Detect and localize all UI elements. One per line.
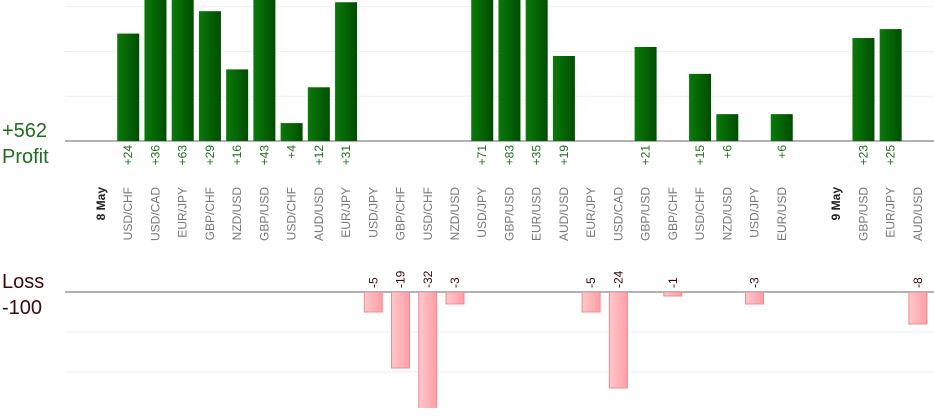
profit-value-label: +4 bbox=[285, 145, 299, 159]
profit-value-label: +21 bbox=[639, 145, 653, 166]
profit-value-label: +6 bbox=[775, 145, 789, 159]
pair-label: GBP/CHF bbox=[394, 187, 408, 240]
loss-value-label: -19 bbox=[394, 270, 408, 288]
profit-total: +562 bbox=[2, 120, 47, 142]
pair-label: AUD/USD bbox=[911, 187, 925, 241]
loss-bar bbox=[663, 292, 683, 297]
profit-value-label: +16 bbox=[230, 145, 244, 166]
pair-label: USD/CHF bbox=[121, 187, 135, 240]
profit-bar bbox=[117, 33, 140, 141]
profit-bar bbox=[634, 47, 657, 141]
profit-value-label: +36 bbox=[148, 145, 162, 166]
loss-bars bbox=[363, 292, 928, 408]
pair-label: EUR/JPY bbox=[176, 187, 190, 238]
profit-bar bbox=[171, 0, 194, 141]
loss-bar bbox=[418, 292, 438, 408]
loss-value-label: -3 bbox=[748, 277, 762, 288]
profit-bar bbox=[770, 114, 793, 141]
pair-label: GBP/CHF bbox=[203, 187, 217, 240]
loss-value-label: -32 bbox=[421, 270, 435, 288]
profit-value-label: +29 bbox=[203, 145, 217, 166]
loss-value-label: -5 bbox=[366, 277, 380, 288]
profit-bar bbox=[335, 2, 358, 141]
profit-bar bbox=[280, 123, 303, 141]
profit-bar bbox=[253, 0, 276, 141]
pair-label: EUR/JPY bbox=[339, 187, 353, 238]
loss-value-label: -8 bbox=[911, 277, 925, 288]
profit-label: Profit bbox=[2, 146, 49, 168]
date-label: 9 May bbox=[829, 187, 843, 221]
profit-value-label: +31 bbox=[339, 145, 353, 166]
pair-label: USD/CAD bbox=[148, 187, 162, 241]
pair-label: AUD/USD bbox=[312, 187, 326, 241]
pair-label: NZD/USD bbox=[720, 187, 734, 241]
profit-bar bbox=[471, 0, 494, 141]
loss-total: -100 bbox=[2, 297, 42, 319]
profit-bar bbox=[226, 69, 249, 141]
profit-bar bbox=[852, 38, 875, 141]
pair-label: USD/JPY bbox=[748, 187, 762, 238]
loss-value-label: -1 bbox=[666, 277, 680, 288]
pair-label: USD/CHF bbox=[693, 187, 707, 240]
loss-bar bbox=[908, 292, 928, 325]
loss-bar bbox=[745, 292, 765, 305]
profit-bar bbox=[498, 0, 521, 141]
loss-value-label: -5 bbox=[584, 277, 598, 288]
profit-bar bbox=[307, 87, 330, 141]
loss-value-label: -24 bbox=[611, 270, 625, 288]
profit-value-label: +35 bbox=[530, 145, 544, 166]
pair-label: AUD/USD bbox=[557, 187, 571, 241]
loss-bar bbox=[363, 292, 383, 313]
profit-value-label: +23 bbox=[856, 145, 870, 166]
pair-label: EUR/USD bbox=[775, 187, 789, 241]
profit-bar bbox=[525, 0, 548, 141]
pair-label: GBP/USD bbox=[257, 187, 271, 241]
pair-label: EUR/USD bbox=[530, 187, 544, 241]
pair-label: USD/JPY bbox=[475, 187, 489, 238]
pair-label: USD/JPY bbox=[366, 187, 380, 238]
profit-bar bbox=[689, 73, 712, 141]
pair-label: NZD/USD bbox=[448, 187, 462, 241]
pair-label: GBP/USD bbox=[639, 187, 653, 241]
profit-value-label: +25 bbox=[884, 145, 898, 166]
pair-label: EUR/JPY bbox=[884, 187, 898, 238]
loss-bar bbox=[391, 292, 411, 369]
loss-bar bbox=[608, 292, 628, 389]
profit-value-label: +19 bbox=[557, 145, 571, 166]
profit-bar bbox=[552, 55, 575, 141]
pair-label: GBP/USD bbox=[856, 187, 870, 241]
loss-bar bbox=[445, 292, 465, 305]
loss-label: Loss bbox=[2, 271, 44, 293]
pair-label: USD/CHF bbox=[421, 187, 435, 240]
profit-value-label: +83 bbox=[502, 145, 516, 166]
profit-value-label: +43 bbox=[257, 145, 271, 166]
profit-value-label: +15 bbox=[693, 145, 707, 166]
profit-bar bbox=[716, 114, 739, 141]
profit-value-label: +24 bbox=[121, 145, 135, 166]
pair-label: GBP/CHF bbox=[666, 187, 680, 240]
pair-label: GBP/USD bbox=[502, 187, 516, 241]
profit-bars bbox=[117, 0, 902, 141]
profit-bar bbox=[198, 11, 221, 141]
pair-label: USD/CHF bbox=[285, 187, 299, 240]
date-label: 8 May bbox=[94, 187, 108, 221]
pair-label: NZD/USD bbox=[230, 187, 244, 241]
pair-label: USD/CAD bbox=[611, 187, 625, 241]
profit-value-label: +71 bbox=[475, 145, 489, 166]
profit-value-label: +63 bbox=[176, 145, 190, 166]
loss-value-label: -3 bbox=[448, 277, 462, 288]
loss-bar bbox=[581, 292, 601, 313]
profit-bar bbox=[144, 0, 167, 141]
profit-bar bbox=[879, 29, 902, 141]
profit-value-label: +12 bbox=[312, 145, 326, 166]
pair-label: EUR/JPY bbox=[584, 187, 598, 238]
profit-value-label: +6 bbox=[720, 145, 734, 159]
